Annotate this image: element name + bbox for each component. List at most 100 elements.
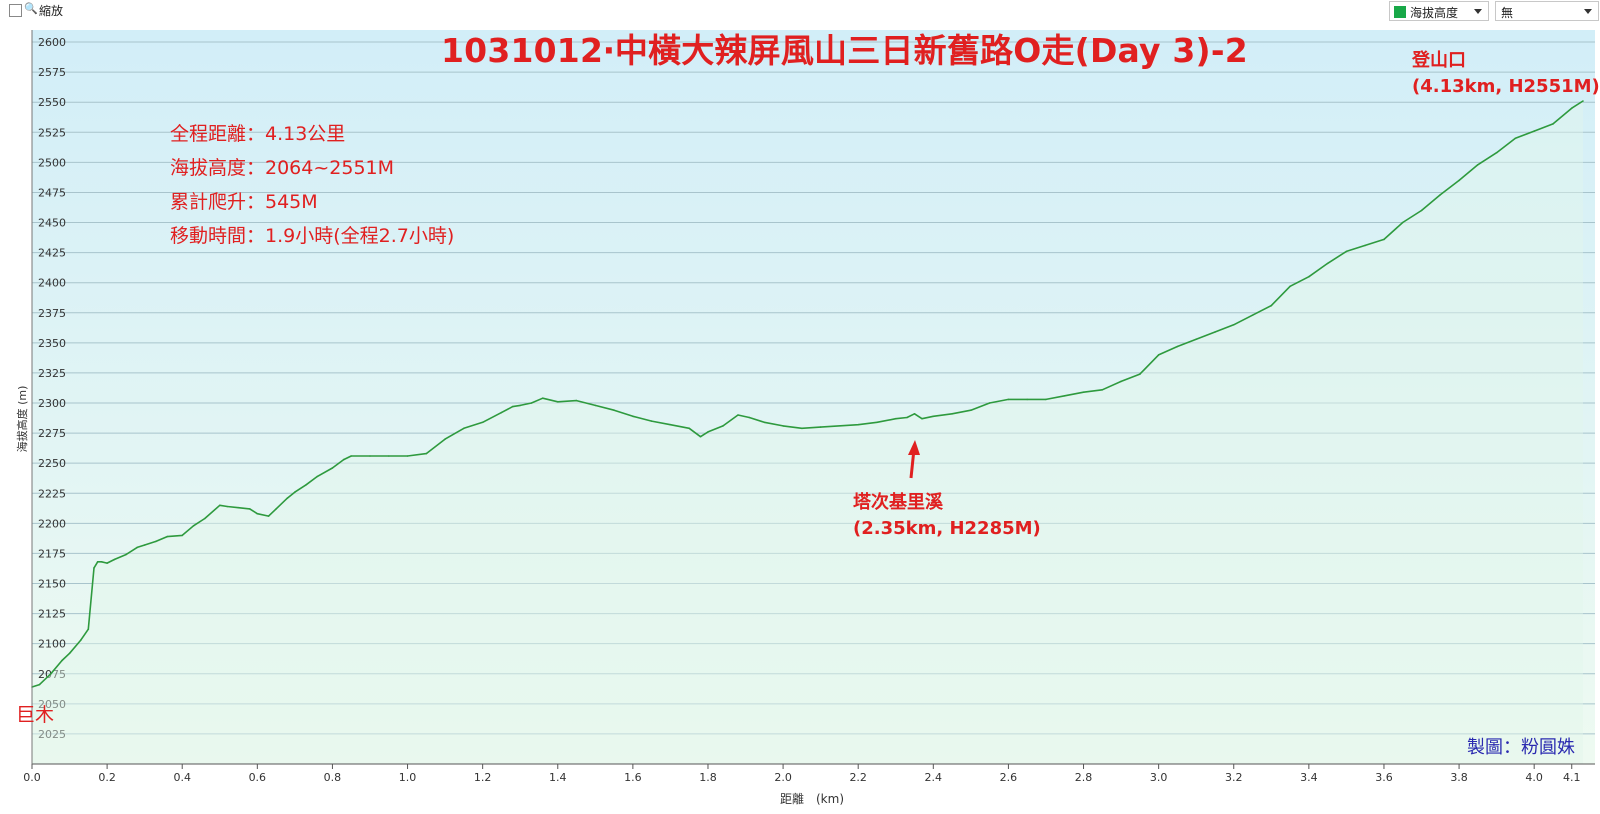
elevation-point — [932, 415, 935, 418]
chart-credit: 製圖：粉圓姝 — [1467, 737, 1575, 758]
elevation-point — [166, 535, 168, 538]
elevation-point — [256, 512, 259, 515]
x-tick-label: 2.4 — [925, 771, 943, 784]
elevation-point — [970, 409, 972, 412]
x-tick-label: 3.6 — [1375, 771, 1393, 784]
elevation-point — [1533, 130, 1535, 132]
x-tick-label: 1.0 — [399, 771, 417, 784]
elevation-point — [1326, 262, 1329, 265]
elevation-point — [951, 413, 953, 415]
elevation-point — [481, 421, 484, 424]
y-tick-label: 2200 — [38, 517, 66, 530]
elevation-point — [1045, 398, 1047, 401]
elevation-point — [38, 683, 41, 686]
elevation-point — [1477, 164, 1479, 166]
y-tick-label: 2250 — [38, 457, 66, 470]
elevation-point — [594, 404, 597, 407]
elevation-point — [342, 458, 345, 461]
x-tick-label: 0.4 — [173, 771, 191, 784]
chart-toolbar: 🔍 縮放 海拔高度 無 — [0, 0, 1600, 26]
x-tick-label: 3.0 — [1150, 771, 1168, 784]
elevation-point — [511, 405, 514, 408]
elevation-point — [136, 546, 138, 549]
trailhead-callout-name: 登山口 — [1412, 50, 1466, 71]
creek-callout-detail: (2.35km, H2285M) — [853, 518, 1041, 539]
chevron-down-icon — [1474, 9, 1482, 14]
elevation-point — [857, 423, 859, 426]
elevation-point — [519, 404, 521, 407]
elevation-point — [1195, 338, 1197, 341]
y-tick-label: 2300 — [38, 397, 66, 410]
elevation-point — [80, 639, 82, 641]
elevation-point — [530, 402, 533, 404]
elevation-point — [1082, 391, 1085, 394]
elevation-point — [331, 467, 334, 469]
elevation-point — [557, 401, 559, 403]
y-tick-label: 2125 — [38, 608, 66, 621]
series-select[interactable]: 海拔高度 — [1389, 1, 1489, 21]
elevation-point — [895, 417, 897, 420]
elevation-point — [541, 397, 544, 400]
x-axis-title: 距離 (km) — [780, 792, 845, 806]
elevation-point — [876, 421, 878, 424]
elevation-point — [906, 416, 908, 419]
x-tick-label: 1.2 — [474, 771, 492, 784]
creek-callout-name: 塔次基里溪 — [853, 492, 943, 513]
series-color-swatch — [1394, 6, 1406, 18]
elevation-point — [1157, 354, 1160, 356]
y-tick-label: 2450 — [38, 217, 66, 230]
y-tick-label: 2175 — [38, 547, 66, 560]
x-tick-label: 0.8 — [324, 771, 342, 784]
elevation-point — [699, 435, 702, 438]
elevation-point — [669, 423, 672, 426]
x-tick-label: 2.2 — [849, 771, 867, 784]
x-tick-label: 4.1 — [1563, 771, 1581, 784]
elevation-point — [369, 455, 371, 457]
elevation-point — [1364, 244, 1366, 247]
elevation-point — [249, 508, 251, 510]
elevation-point — [737, 414, 739, 416]
y-tick-label: 2475 — [38, 186, 66, 199]
elevation-point — [782, 425, 784, 427]
elevation-point — [113, 558, 116, 561]
y-tick-label: 2150 — [38, 578, 66, 591]
y-axis-tick-labels: 2025 2050 2075 2100 2125 2150 2175 2200 2225 2250… — [38, 36, 66, 741]
zoom-checkbox[interactable] — [9, 4, 22, 17]
elevation-point — [1552, 123, 1554, 125]
elevation-point — [87, 628, 90, 630]
compare-select[interactable]: 無 — [1495, 1, 1599, 21]
elevation-point — [1308, 275, 1310, 278]
y-tick-label: 2325 — [38, 367, 66, 380]
elevation-point — [819, 426, 822, 428]
y-tick-label: 2550 — [38, 96, 66, 109]
elevation-point — [632, 415, 634, 418]
elevation-point — [1251, 314, 1254, 317]
x-axis-tick-labels: 0.0 0.2 0.4 0.6 0.8 1.0 1.2 1.4 1.6 1.8 2.0 2.2 2.4 2… — [23, 764, 1580, 784]
elevation-point — [226, 505, 229, 508]
x-tick-label: 2.8 — [1075, 771, 1093, 784]
elevation-point — [575, 399, 578, 402]
elevation-point — [219, 504, 221, 507]
elevation-point — [61, 659, 63, 662]
elevation-point — [237, 506, 240, 509]
stat-total-distance: 全程距離：4.13公里 — [170, 123, 346, 145]
x-tick-label: 3.4 — [1300, 771, 1318, 784]
elevation-series — [31, 100, 1584, 764]
elevation-point — [388, 455, 390, 457]
x-tick-label: 0.2 — [98, 771, 116, 784]
elevation-point — [1214, 331, 1216, 333]
elevation-point — [316, 475, 319, 478]
elevation-point — [1289, 285, 1291, 288]
elevation-point — [1383, 238, 1385, 241]
elevation-point — [801, 427, 803, 430]
magnifier-icon: 🔍 — [24, 2, 38, 15]
elevation-point — [1270, 304, 1273, 307]
elevation-point — [1495, 151, 1498, 154]
elevation-point — [68, 652, 71, 655]
elevation-point — [143, 544, 146, 546]
x-tick-label: 1.8 — [699, 771, 717, 784]
y-tick-label: 2525 — [38, 126, 66, 139]
elevation-point — [707, 431, 709, 433]
elevation-point — [50, 673, 52, 675]
elevation-point — [294, 491, 296, 493]
